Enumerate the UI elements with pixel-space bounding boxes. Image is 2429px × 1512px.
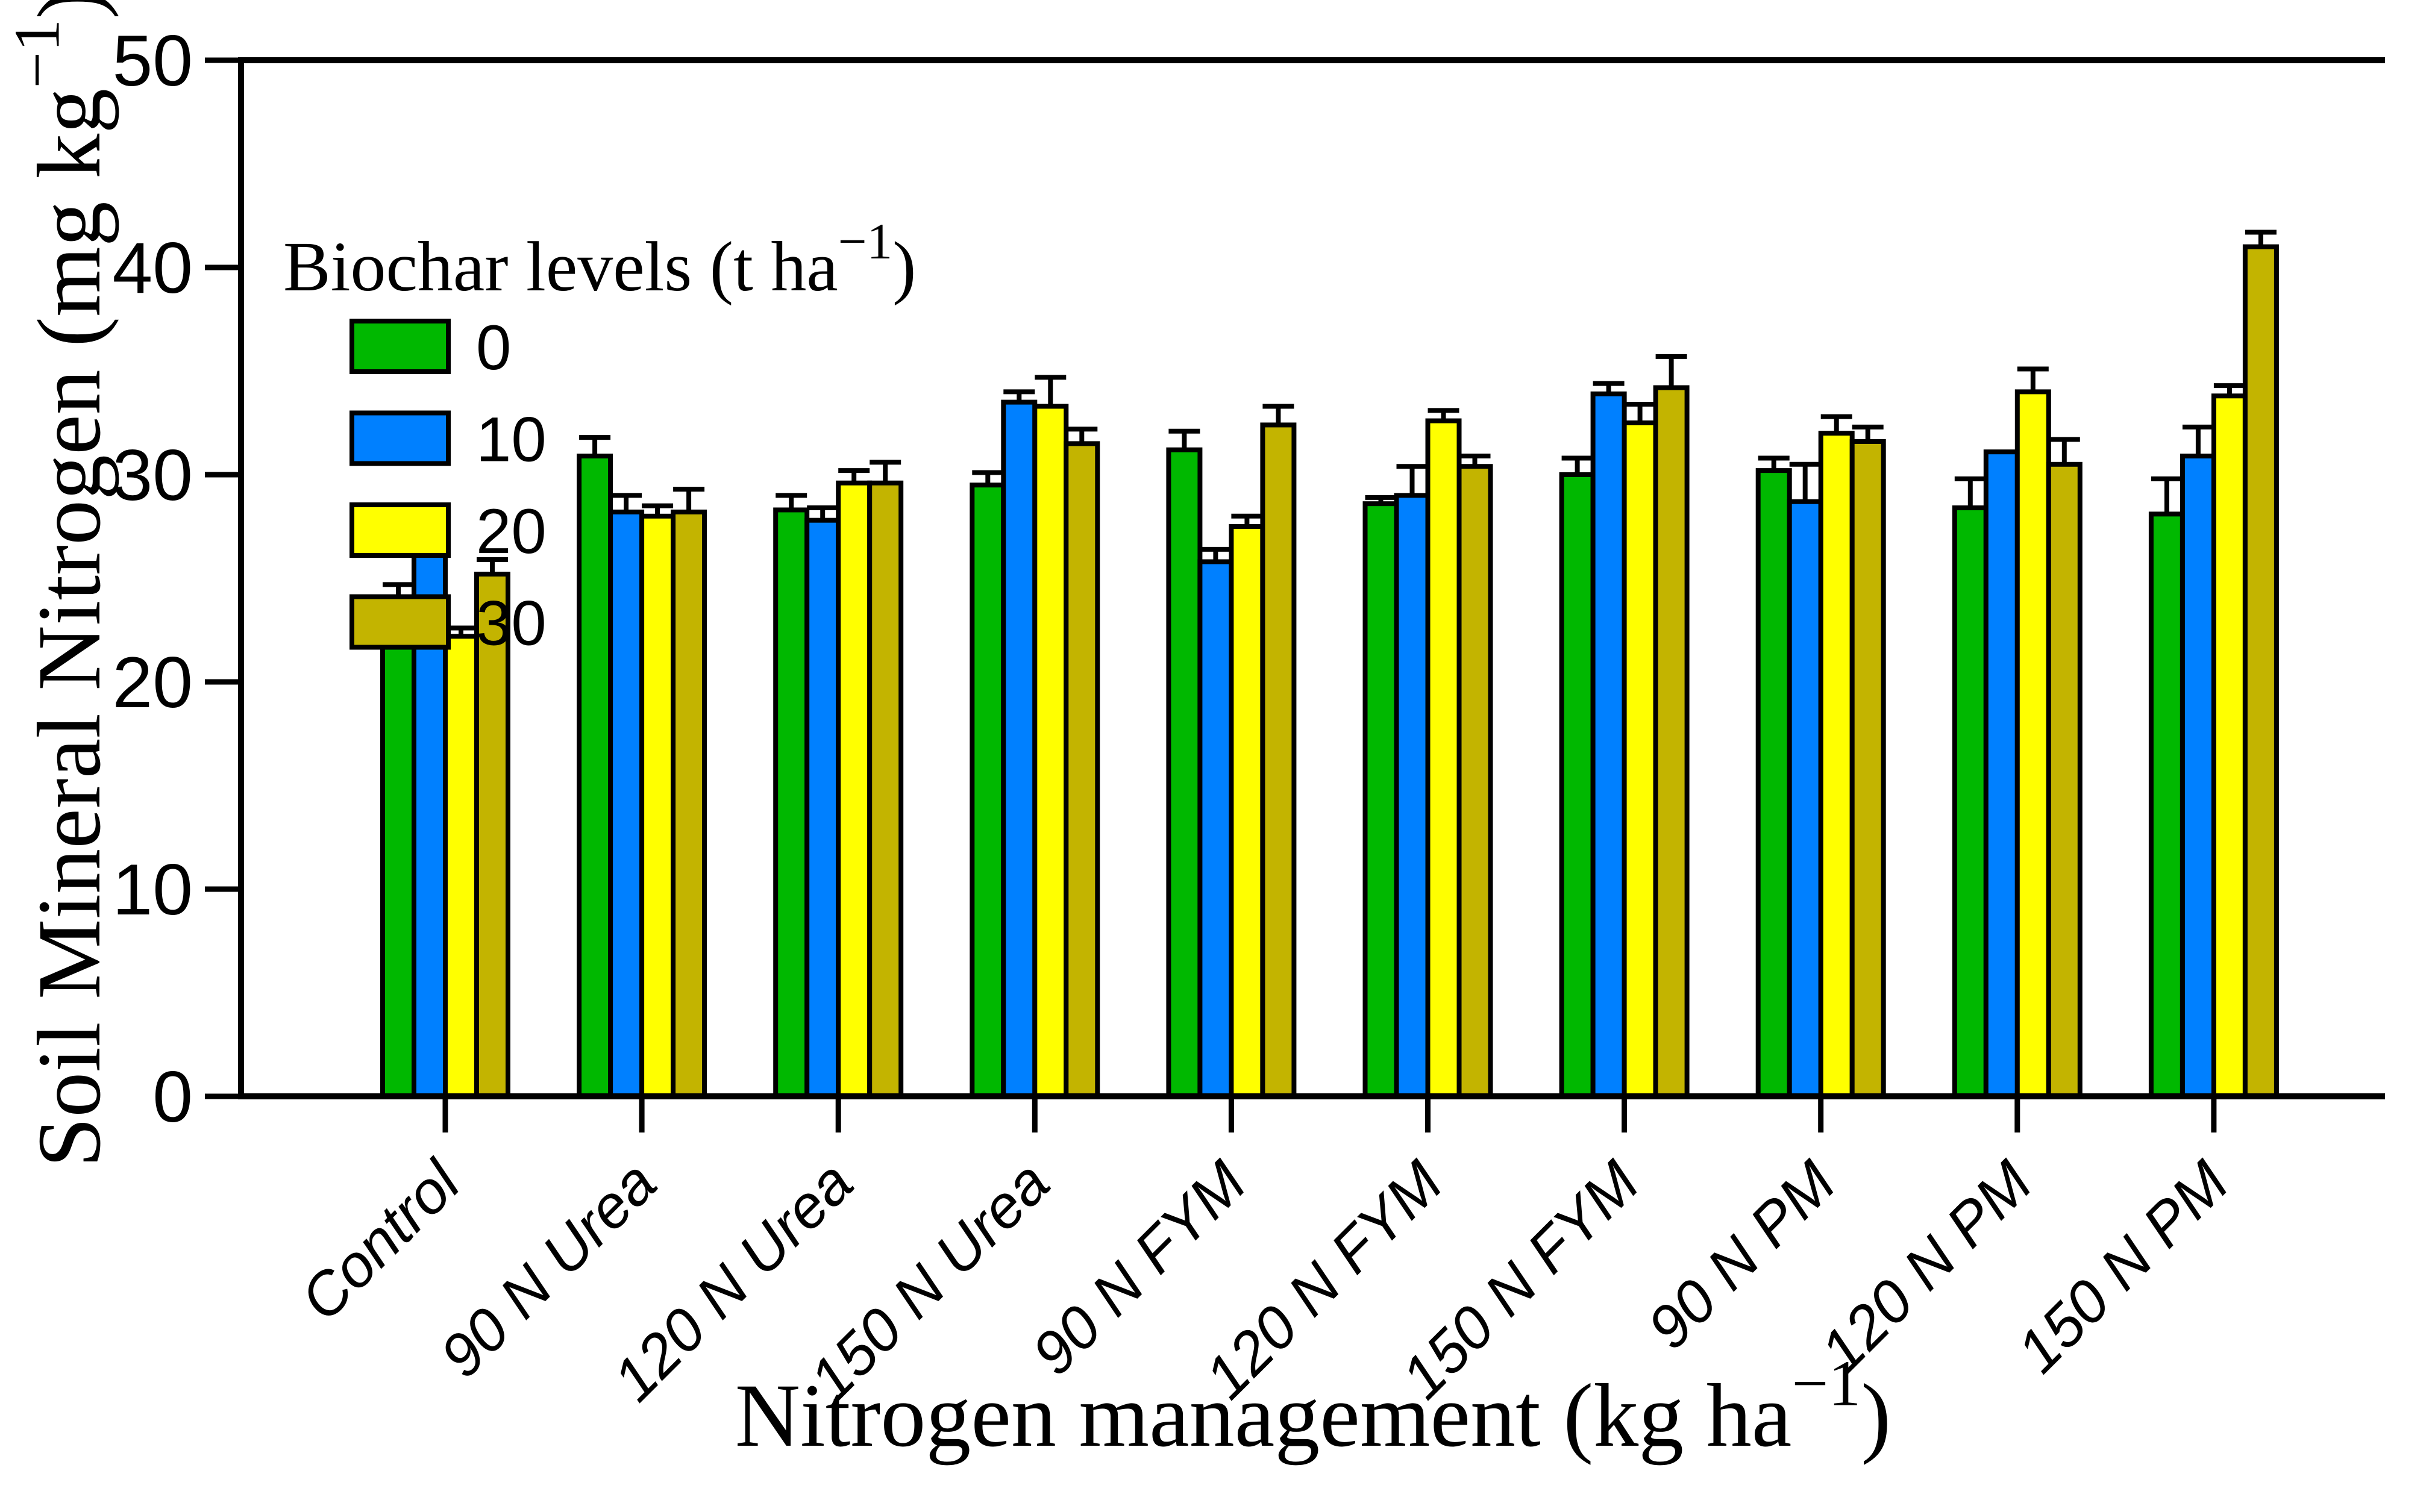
legend-swatch-0 — [349, 319, 451, 374]
bar-0 — [773, 507, 810, 1099]
bar-group-150-n-pm — [2148, 230, 2279, 1099]
bar-group-120-n-pm — [1952, 366, 2083, 1099]
bar-20 — [1229, 524, 1265, 1099]
bar-0 — [1166, 447, 1203, 1099]
bar-30 — [867, 480, 904, 1099]
bar-10 — [1394, 493, 1431, 1099]
legend-entry-30: 30 — [349, 589, 547, 659]
legend-swatch-20 — [349, 502, 451, 558]
bar-20 — [639, 513, 676, 1099]
y-tick-label: 0 — [152, 1057, 193, 1137]
bar-30 — [1064, 441, 1100, 1099]
bar-0 — [1362, 501, 1399, 1099]
bar-30 — [2242, 244, 2279, 1099]
bar-group-150-n-urea — [970, 375, 1100, 1099]
bar-10 — [1001, 399, 1038, 1099]
bar-10 — [2180, 454, 2216, 1099]
y-tick-label: 30 — [113, 435, 193, 516]
legend: Biochar levels (t ha−1)0 10 20 30 — [283, 213, 916, 659]
bar-0 — [1952, 505, 1989, 1099]
bar-10 — [608, 509, 645, 1099]
bar-30 — [1260, 422, 1297, 1099]
x-axis-title: Nitrogen management (kg ha−1) — [735, 1348, 1891, 1466]
bar-30 — [2046, 461, 2083, 1099]
legend-entry-0: 0 — [349, 313, 511, 383]
bar-30 — [1849, 439, 1886, 1099]
bar-group-90-n-fym — [1166, 404, 1297, 1099]
bar-group-150-n-fym — [1559, 354, 1690, 1099]
bar-group-120-n-urea — [773, 460, 904, 1099]
y-tick-label: 20 — [113, 642, 193, 723]
legend-entry-20: 20 — [349, 496, 547, 567]
y-tick-label: 10 — [113, 849, 193, 930]
bar-20 — [836, 480, 873, 1099]
bar-0 — [380, 602, 416, 1099]
bar-20 — [2014, 389, 2051, 1099]
bar-20 — [443, 634, 479, 1099]
bar-0 — [1559, 472, 1596, 1099]
bar-group-120-n-fym — [1362, 408, 1493, 1099]
bar-20 — [1032, 404, 1069, 1099]
bar-0 — [1755, 468, 1792, 1099]
bar-group-90-n-pm — [1755, 414, 1886, 1099]
y-tick-label: 40 — [113, 228, 193, 308]
bar-30 — [671, 509, 707, 1099]
bar-10 — [1197, 559, 1234, 1099]
bar-0 — [2148, 511, 2185, 1099]
x-category-label: 150 N PM — [2004, 1148, 2242, 1385]
bar-10 — [1787, 499, 1823, 1099]
legend-label-10: 10 — [476, 405, 547, 475]
legend-title: Biochar levels (t ha−1) — [283, 213, 916, 306]
bar-30 — [1653, 385, 1690, 1099]
bar-20 — [1425, 418, 1462, 1099]
x-category-label: Control — [287, 1147, 474, 1333]
bar-0 — [577, 454, 613, 1099]
legend-swatch-10 — [349, 410, 451, 466]
axis-titles-layer: Nitrogen management (kg ha−1) Soil Minera… — [2, 0, 1891, 1466]
legend-label-30: 30 — [476, 589, 547, 659]
bar-20 — [2211, 393, 2248, 1099]
bar-20 — [1622, 420, 1658, 1099]
legend-swatch-30 — [349, 594, 451, 650]
bars-layer — [380, 230, 2279, 1099]
y-tick-label: 50 — [113, 20, 193, 101]
legend-label-20: 20 — [476, 496, 547, 567]
bar-20 — [1818, 431, 1855, 1099]
bar-0 — [970, 483, 1006, 1099]
bar-10 — [1590, 391, 1627, 1099]
bar-group-90-n-urea — [577, 435, 707, 1099]
legend-entry-10: 10 — [349, 405, 547, 475]
legend-label-0: 0 — [476, 313, 511, 383]
y-axis-title: Soil Mineral Nitrogen (mg kg−1) — [2, 0, 120, 1167]
bar-30 — [1456, 464, 1493, 1099]
bar-10 — [804, 517, 841, 1099]
bar-10 — [1983, 449, 2020, 1099]
